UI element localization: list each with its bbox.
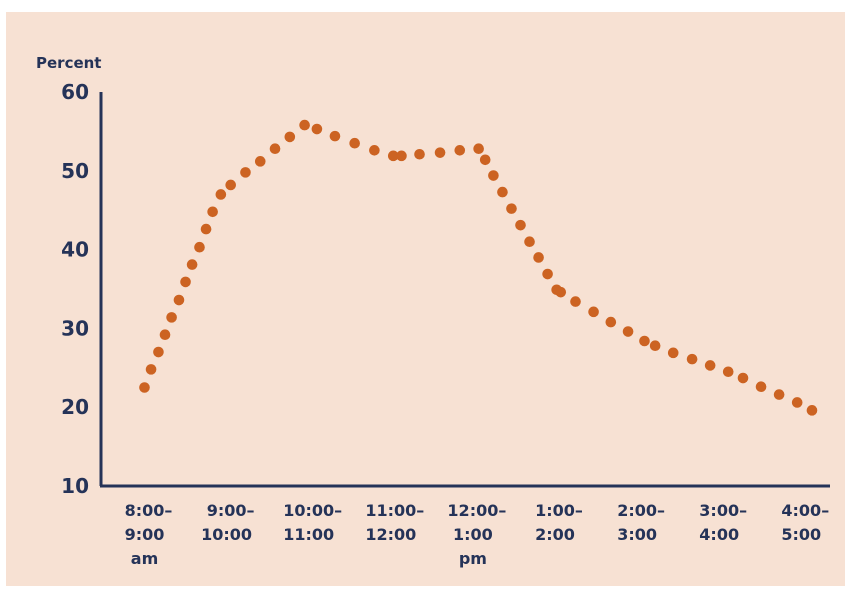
x-tick-label: 8:00– 9:00 am (125, 501, 173, 568)
scatter-chart: Percent 10 20 30 40 50 60 8:00– 9:00 am 9:00– 10:… (6, 12, 845, 586)
data-point (639, 335, 650, 347)
data-point (139, 382, 150, 393)
data-point (622, 326, 634, 337)
data-point (570, 296, 581, 307)
x-tick-label-line: pm (459, 549, 487, 568)
data-point (806, 405, 818, 416)
y-tick-label: 30 (61, 316, 89, 340)
data-point (773, 389, 785, 400)
x-tick-labels: 8:00– 9:00 am 9:00– 10:00 10:00– 11:00 11:00– 12… (125, 501, 830, 568)
x-tick-label: 4:00– 5:00 (781, 501, 829, 544)
x-tick-label: 12:00– 1:00 pm (447, 501, 506, 568)
x-tick-label-line: 10:00– (283, 501, 342, 520)
data-point (387, 150, 399, 162)
data-point (159, 329, 171, 341)
data-point (254, 156, 266, 167)
x-tick-label: 1:00– 2:00 (535, 501, 583, 544)
data-point (225, 179, 237, 191)
data-point (686, 353, 698, 365)
data-point (434, 147, 446, 158)
y-tick-label: 10 (61, 474, 89, 498)
x-tick-label-line: 9:00– (207, 501, 255, 520)
data-point (240, 167, 251, 178)
data-point (173, 294, 185, 306)
data-point (299, 119, 310, 131)
x-tick-label-line: 1:00 (453, 525, 493, 544)
data-point (479, 154, 491, 166)
x-tick-label-line: 11:00– (365, 501, 424, 520)
data-points (139, 119, 818, 416)
y-tick-label: 60 (61, 80, 89, 104)
x-tick-label-line: 2:00– (617, 501, 665, 520)
axes (99, 92, 830, 488)
data-point (533, 252, 544, 263)
data-point (454, 145, 466, 156)
data-point (329, 130, 341, 142)
x-tick-label-line: 5:00 (781, 525, 821, 544)
data-point (555, 286, 567, 298)
data-point (207, 206, 218, 218)
x-tick-label-line: 2:00 (535, 525, 575, 544)
y-tick-label: 50 (61, 159, 89, 183)
chart-background (6, 12, 845, 586)
data-point (311, 123, 323, 135)
data-point (722, 366, 734, 378)
data-point (414, 148, 425, 160)
data-point (153, 346, 164, 358)
x-tick-label-line: 8:00– (125, 501, 173, 520)
x-tick-label-line: 1:00– (535, 501, 583, 520)
data-point (667, 347, 679, 359)
x-tick-label-line: 12:00– (447, 501, 506, 520)
x-tick-label: 2:00– 3:00 (617, 501, 665, 544)
y-axis-title: Percent (36, 54, 101, 72)
y-tick-label: 40 (61, 238, 89, 262)
data-point (737, 372, 749, 384)
x-tick-label: 10:00– 11:00 (283, 501, 342, 544)
data-point (649, 340, 661, 352)
data-point (497, 186, 508, 198)
data-point (488, 170, 499, 181)
data-point (200, 223, 212, 235)
data-point (186, 259, 198, 270)
data-point (194, 241, 205, 253)
x-tick-label-line: am (131, 549, 158, 568)
data-point (166, 312, 177, 323)
data-point (704, 360, 716, 371)
data-point (755, 381, 767, 393)
data-point (506, 203, 517, 214)
x-tick-label: 9:00– 10:00 (201, 501, 254, 544)
data-point (215, 189, 227, 200)
data-point (284, 131, 296, 143)
data-point (473, 143, 484, 155)
x-tick-label-line: 11:00 (283, 525, 334, 544)
data-point (145, 364, 157, 375)
x-tick-label-line: 9:00 (125, 525, 165, 544)
x-tick-label: 11:00– 12:00 (365, 501, 424, 544)
y-tick-label: 20 (61, 395, 89, 419)
x-tick-label-line: 10:00 (201, 525, 252, 544)
data-point (542, 268, 553, 280)
data-point (524, 236, 535, 248)
data-point (349, 137, 360, 149)
data-point (396, 150, 407, 162)
data-point (369, 145, 380, 156)
x-tick-label-line: 3:00– (699, 501, 747, 520)
chart-panel: Percent 10 20 30 40 50 60 8:00– 9:00 am 9:00– 10:… (6, 12, 845, 586)
data-point (791, 397, 803, 408)
data-point (605, 316, 617, 328)
x-tick-label-line: 3:00 (617, 525, 657, 544)
x-tick-label-line: 12:00 (365, 525, 416, 544)
data-point (269, 143, 281, 155)
data-point (180, 276, 191, 288)
x-tick-label: 3:00– 4:00 (699, 501, 747, 544)
y-tick-labels: 10 20 30 40 50 60 (61, 80, 89, 498)
x-tick-label-line: 4:00 (699, 525, 739, 544)
data-point (588, 306, 599, 318)
data-point (515, 219, 526, 231)
x-tick-label-line: 4:00– (781, 501, 829, 520)
